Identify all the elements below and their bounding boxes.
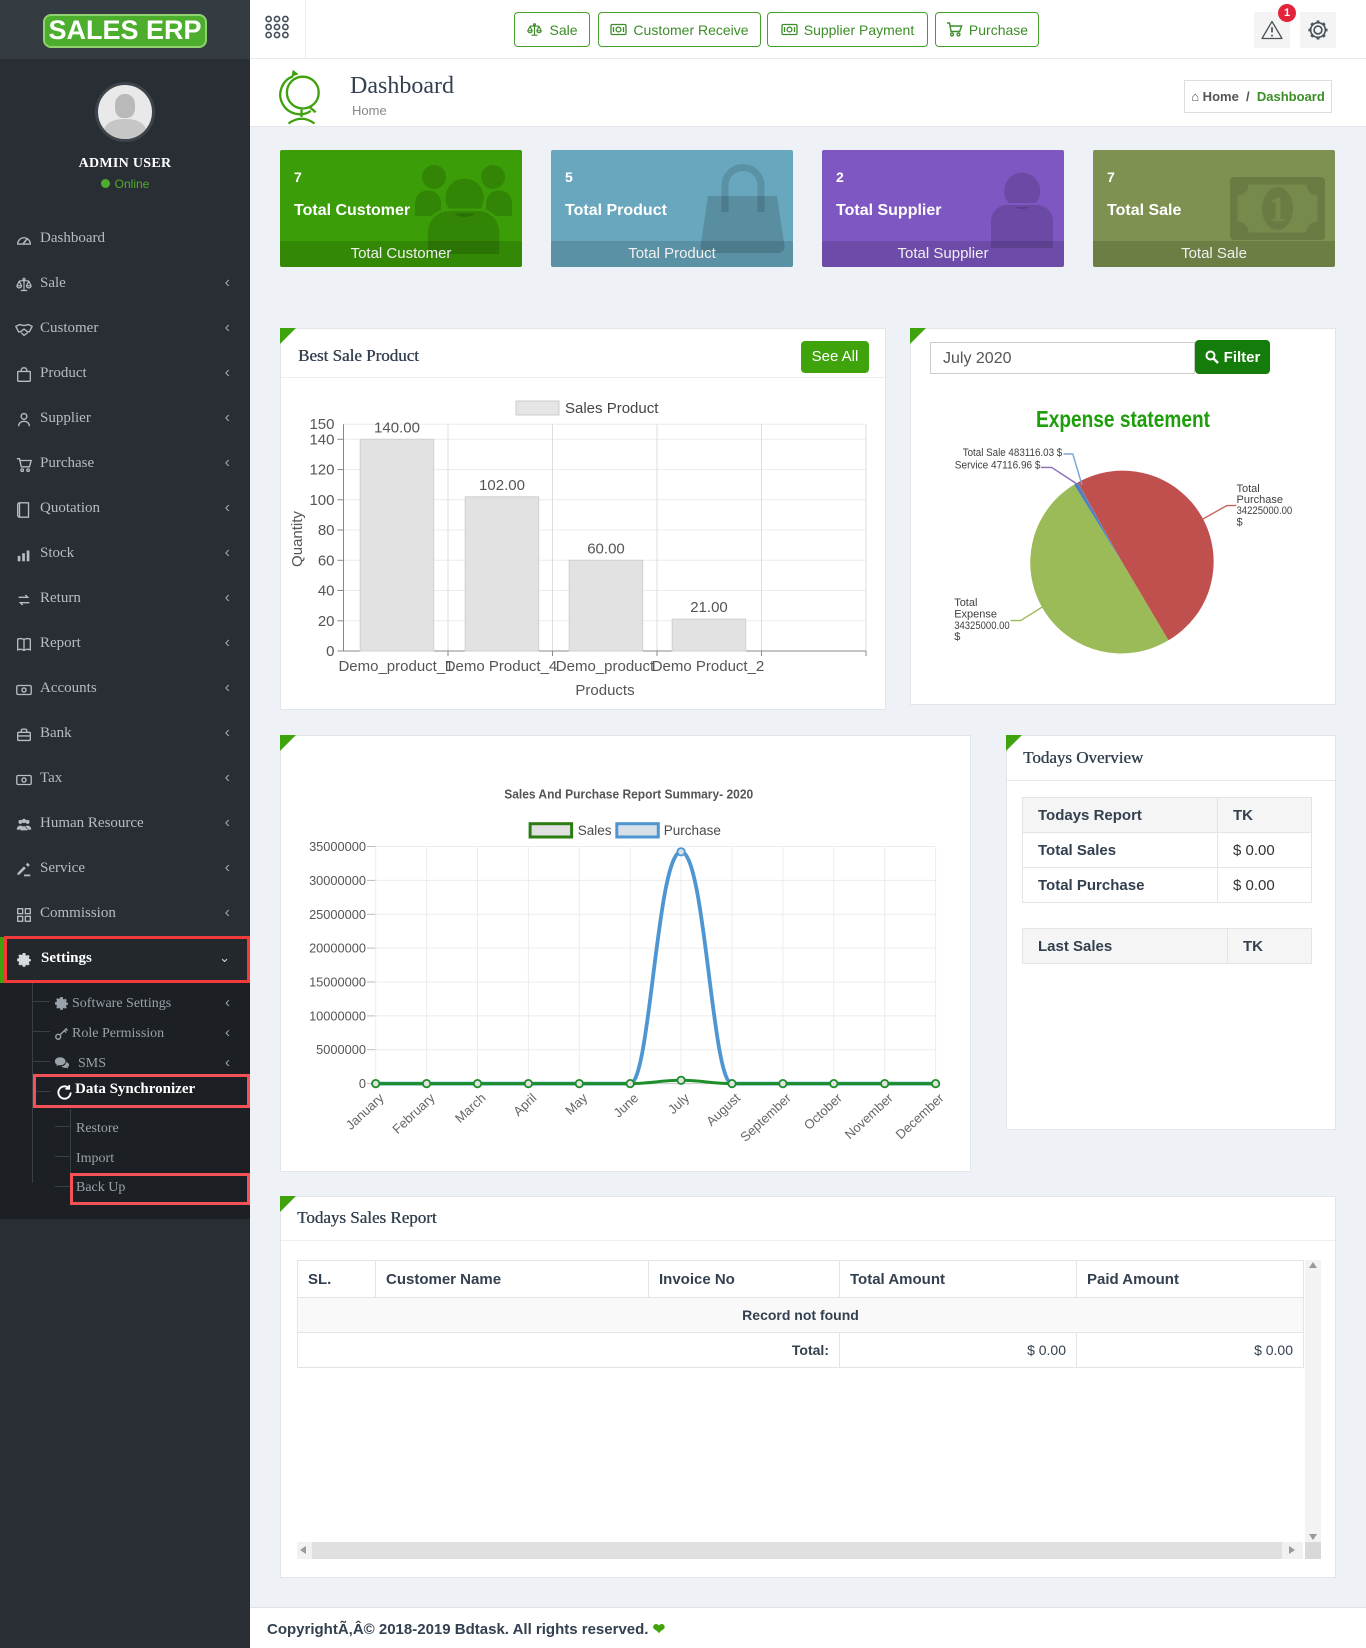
svg-text:40: 40	[318, 583, 335, 600]
svg-text:Demo_product: Demo_product	[556, 658, 655, 675]
svg-text:Expense: Expense	[954, 608, 997, 620]
svg-text:Purchase: Purchase	[1237, 494, 1283, 506]
svg-text:0: 0	[359, 1076, 366, 1091]
svg-text:Quantity: Quantity	[289, 511, 306, 567]
svg-text:Expense statement: Expense statement	[1036, 406, 1210, 432]
svg-text:10000000: 10000000	[309, 1008, 366, 1023]
svg-text:60: 60	[318, 552, 335, 569]
svg-text:June: June	[610, 1090, 641, 1120]
svg-text:$: $	[954, 631, 960, 643]
svg-text:January: January	[343, 1090, 387, 1133]
svg-text:Total: Total	[954, 597, 977, 609]
svg-text:0: 0	[326, 643, 334, 660]
svg-text:September: September	[737, 1090, 794, 1145]
svg-text:21.00: 21.00	[690, 599, 728, 616]
svg-text:5000000: 5000000	[316, 1042, 366, 1057]
svg-text:102.00: 102.00	[479, 477, 525, 494]
svg-text:120: 120	[309, 462, 334, 479]
svg-text:Demo Product_4: Demo Product_4	[445, 658, 558, 675]
svg-text:150: 150	[309, 416, 334, 433]
svg-text:Purchase: Purchase	[664, 823, 721, 838]
svg-text:140: 140	[309, 431, 334, 448]
svg-text:Total: Total	[1237, 483, 1260, 495]
svg-text:March: March	[452, 1090, 489, 1126]
svg-text:Sales: Sales	[578, 823, 612, 838]
svg-text:December: December	[893, 1090, 948, 1142]
svg-text:20000000: 20000000	[309, 941, 366, 956]
svg-text:February: February	[389, 1090, 438, 1137]
svg-text:100: 100	[309, 492, 334, 509]
svg-text:25000000: 25000000	[309, 907, 366, 922]
svg-text:15000000: 15000000	[309, 975, 366, 990]
svg-text:July: July	[665, 1090, 693, 1117]
svg-text:Total Sale 483116.03 $: Total Sale 483116.03 $	[963, 447, 1062, 459]
svg-text:35000000: 35000000	[309, 839, 366, 854]
svg-text:60.00: 60.00	[587, 540, 625, 557]
svg-text:Demo_product_1: Demo_product_1	[338, 658, 453, 675]
svg-text:August: August	[703, 1090, 743, 1129]
svg-text:November: November	[842, 1090, 897, 1142]
svg-text:$: $	[1237, 517, 1243, 529]
svg-text:Sales And Purchase Report Summ: Sales And Purchase Report Summary- 2020	[504, 787, 753, 802]
svg-text:Sales Product: Sales Product	[565, 400, 659, 417]
svg-text:20: 20	[318, 613, 335, 630]
svg-text:30000000: 30000000	[309, 873, 366, 888]
svg-text:1: 1	[1269, 189, 1287, 229]
svg-text:Service 47116.96 $: Service 47116.96 $	[955, 460, 1041, 472]
svg-text:34225000.00: 34225000.00	[1237, 505, 1293, 517]
svg-text:140.00: 140.00	[374, 419, 420, 436]
svg-text:34325000.00: 34325000.00	[954, 620, 1010, 632]
svg-text:April: April	[510, 1090, 539, 1119]
svg-text:80: 80	[318, 522, 335, 539]
svg-text:May: May	[562, 1090, 591, 1118]
svg-text:October: October	[801, 1090, 846, 1133]
svg-text:Demo Product_2: Demo Product_2	[652, 658, 765, 675]
svg-text:Products: Products	[575, 682, 634, 699]
